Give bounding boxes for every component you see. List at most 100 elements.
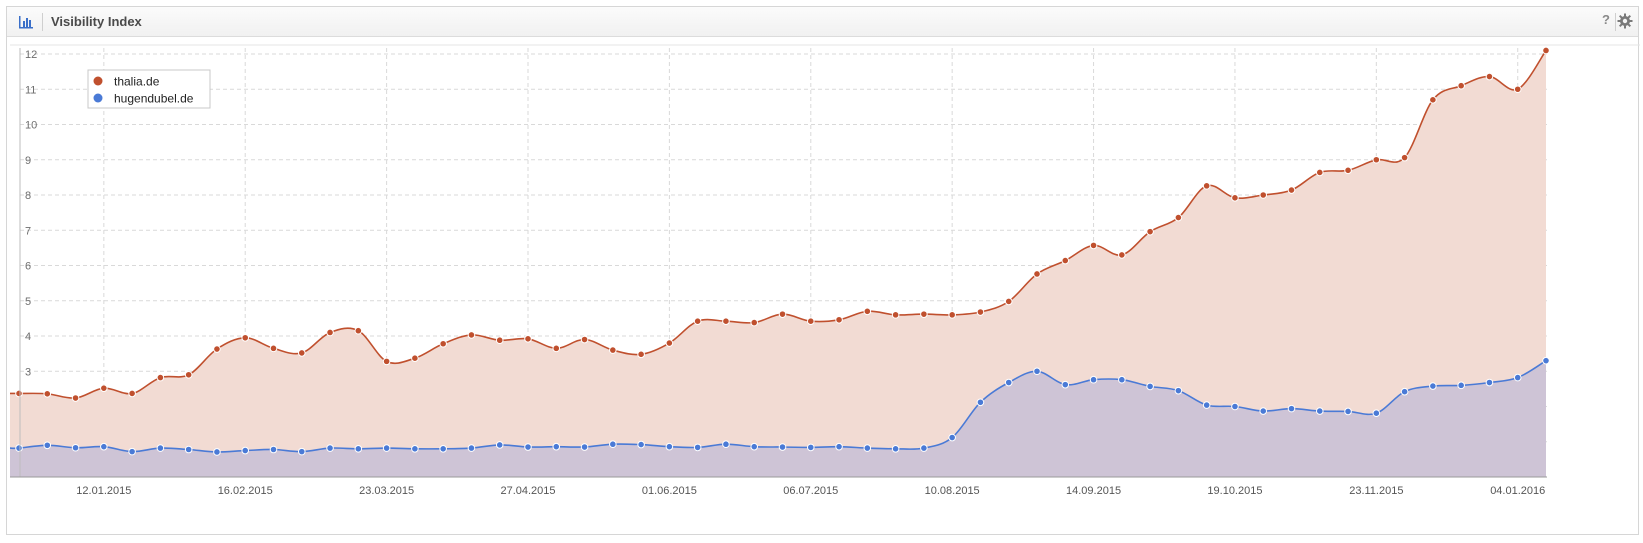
- data-point: [863, 307, 872, 316]
- x-tick-label: 12.01.2015: [76, 485, 131, 497]
- data-point: [863, 444, 872, 452]
- data-point: [524, 443, 532, 451]
- header-divider: [42, 13, 43, 31]
- data-point: [976, 308, 985, 316]
- data-point: [1429, 96, 1437, 104]
- header-divider-right: [1615, 13, 1616, 31]
- data-point: [354, 445, 363, 453]
- data-point: [495, 336, 504, 345]
- data-point: [1004, 378, 1013, 387]
- data-point: [439, 339, 447, 348]
- data-point: [1231, 402, 1239, 411]
- data-point: [213, 448, 221, 456]
- data-point: [1344, 407, 1352, 416]
- data-point: [1542, 46, 1550, 55]
- panel-title: Visibility Index: [51, 14, 142, 29]
- data-point: [184, 370, 193, 379]
- panel-header: Visibility Index ?: [7, 7, 1638, 37]
- data-point: [467, 444, 476, 452]
- bar-chart-icon[interactable]: [17, 13, 35, 31]
- data-point: [1513, 85, 1522, 94]
- data-point: [1259, 407, 1268, 415]
- data-point: [806, 443, 815, 452]
- y-tick-label: 10: [25, 120, 37, 132]
- data-point: [326, 444, 334, 452]
- y-tick-label: 12: [25, 49, 37, 61]
- data-point: [495, 441, 504, 449]
- x-tick-label: 16.02.2015: [218, 485, 273, 497]
- data-point: [128, 447, 136, 456]
- data-point: [43, 390, 52, 398]
- data-point: [15, 389, 23, 398]
- series-area-1: [10, 360, 1546, 477]
- data-point: [241, 333, 250, 342]
- data-point: [1372, 409, 1381, 417]
- x-tick-label: 27.04.2015: [500, 485, 555, 497]
- data-point: [1146, 227, 1154, 236]
- data-point: [1202, 401, 1211, 409]
- data-point: [411, 445, 419, 453]
- data-point: [920, 310, 928, 318]
- data-point: [1372, 155, 1381, 164]
- data-point: [467, 331, 476, 339]
- data-point: [15, 444, 23, 452]
- x-tick-label: 06.07.2015: [783, 485, 838, 497]
- data-point: [750, 318, 759, 327]
- data-point: [1089, 375, 1098, 384]
- data-point: [269, 344, 278, 353]
- data-point: [665, 442, 674, 451]
- data-point: [1004, 297, 1013, 306]
- data-point: [1231, 194, 1239, 202]
- data-point: [1400, 153, 1409, 162]
- data-point: [920, 444, 928, 452]
- data-point: [524, 335, 532, 343]
- data-point: [1400, 387, 1409, 396]
- data-point: [580, 335, 589, 344]
- data-point: [43, 441, 52, 450]
- data-point: [1033, 367, 1041, 376]
- data-point: [71, 443, 80, 452]
- x-tick-label: 10.08.2015: [925, 485, 980, 497]
- gear-icon[interactable]: [1617, 13, 1633, 29]
- data-point: [1118, 251, 1126, 259]
- data-point: [1457, 381, 1465, 390]
- data-point: [156, 444, 165, 452]
- help-button[interactable]: ?: [1602, 12, 1610, 27]
- data-point: [693, 317, 702, 325]
- y-tick-label: 5: [25, 296, 31, 308]
- data-point: [1315, 168, 1324, 177]
- data-point: [1542, 356, 1550, 365]
- data-point: [722, 317, 730, 325]
- y-tick-label: 11: [25, 84, 36, 96]
- data-point: [948, 433, 956, 442]
- legend-label: thalia.de: [114, 75, 160, 89]
- data-point: [835, 315, 843, 324]
- data-point: [1174, 213, 1183, 222]
- legend-label: hugendubel.de: [114, 92, 194, 106]
- legend-marker: [93, 93, 103, 103]
- legend-marker: [93, 76, 103, 86]
- data-point: [382, 357, 391, 366]
- legend-box: [87, 69, 211, 109]
- data-point: [411, 354, 419, 363]
- data-point: [806, 317, 815, 325]
- x-tick-label: 01.06.2015: [642, 485, 697, 497]
- data-point: [1513, 373, 1522, 382]
- data-point: [100, 384, 108, 392]
- data-point: [1089, 241, 1098, 250]
- data-point: [1146, 382, 1154, 391]
- y-tick-label: 3: [25, 366, 31, 378]
- data-point: [1429, 382, 1437, 390]
- data-point: [213, 345, 221, 353]
- data-point: [778, 310, 787, 318]
- data-point: [269, 445, 278, 454]
- data-point: [297, 447, 306, 456]
- data-point: [71, 394, 80, 402]
- data-point: [1202, 182, 1211, 190]
- data-point: [326, 328, 334, 337]
- data-point: [184, 445, 193, 454]
- x-tick-label: 19.10.2015: [1207, 485, 1262, 497]
- data-point: [128, 389, 136, 398]
- data-point: [722, 440, 730, 449]
